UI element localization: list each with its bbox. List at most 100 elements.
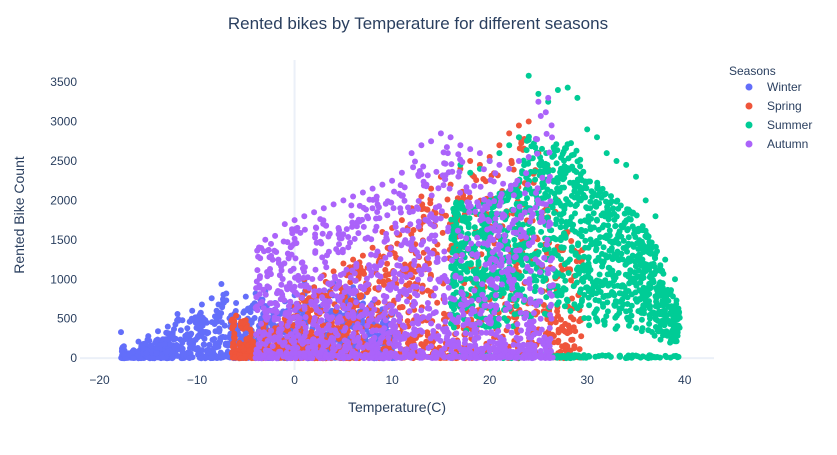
data-point — [418, 341, 424, 347]
data-point — [492, 170, 498, 176]
data-point — [471, 288, 477, 294]
data-point — [494, 211, 500, 217]
data-point — [524, 138, 530, 144]
data-point — [586, 295, 592, 301]
data-point — [586, 288, 592, 294]
data-point — [625, 242, 631, 248]
data-point — [562, 278, 568, 284]
data-point — [443, 213, 449, 219]
data-point — [276, 260, 282, 266]
data-point — [172, 322, 178, 328]
data-point — [465, 246, 471, 252]
data-point — [542, 161, 548, 167]
data-points-layer — [118, 73, 683, 361]
data-point — [558, 237, 564, 243]
data-point — [340, 261, 346, 267]
data-point — [457, 142, 463, 148]
data-point — [175, 311, 181, 317]
data-point — [341, 328, 347, 334]
data-point — [601, 259, 607, 265]
data-point — [672, 316, 678, 322]
data-point — [584, 126, 590, 132]
data-point — [193, 346, 199, 352]
data-point — [187, 355, 193, 361]
data-point — [178, 327, 184, 333]
data-point — [525, 342, 531, 348]
data-point — [218, 281, 224, 287]
data-point — [272, 233, 278, 239]
data-point — [472, 209, 478, 215]
data-point — [578, 197, 584, 203]
data-point — [593, 315, 599, 321]
data-point — [233, 300, 239, 306]
data-point — [547, 290, 553, 296]
data-point — [645, 327, 651, 333]
data-point — [580, 355, 586, 361]
data-point — [568, 238, 574, 244]
data-point — [531, 310, 537, 316]
data-point — [415, 206, 421, 212]
data-point — [601, 222, 607, 228]
data-point — [372, 296, 378, 302]
data-point — [546, 150, 552, 156]
data-point — [577, 346, 583, 352]
data-point — [208, 355, 214, 361]
data-point — [582, 245, 588, 251]
data-point — [384, 212, 390, 218]
data-point — [388, 200, 394, 206]
data-point — [270, 343, 276, 349]
data-point — [593, 290, 599, 296]
data-point — [621, 238, 627, 244]
data-point — [614, 158, 620, 164]
data-point — [536, 161, 542, 167]
data-point — [583, 228, 589, 234]
data-point — [180, 349, 186, 355]
data-point — [410, 284, 416, 290]
data-point — [238, 320, 244, 326]
data-point — [427, 313, 433, 319]
data-point — [586, 254, 592, 260]
data-point — [626, 207, 632, 213]
data-point — [522, 209, 528, 215]
data-point — [348, 202, 354, 208]
data-point — [495, 328, 501, 334]
data-point — [558, 244, 564, 250]
data-point — [414, 292, 420, 298]
data-point — [557, 288, 563, 294]
data-point — [271, 248, 277, 254]
data-point — [506, 142, 512, 148]
data-point — [384, 261, 390, 267]
data-point — [513, 254, 519, 260]
data-point — [434, 300, 440, 306]
data-point — [427, 276, 433, 282]
data-point — [539, 209, 545, 215]
data-point — [303, 314, 309, 320]
data-point — [197, 326, 203, 332]
data-point — [617, 353, 623, 359]
data-point — [518, 215, 524, 221]
data-point — [465, 317, 471, 323]
data-point — [535, 91, 541, 97]
data-point — [566, 270, 572, 276]
data-point — [626, 323, 632, 329]
data-point — [593, 280, 599, 286]
data-point — [496, 316, 502, 322]
data-point — [230, 344, 236, 350]
data-point — [600, 304, 606, 310]
data-point — [389, 178, 395, 184]
data-point — [628, 278, 634, 284]
data-point — [623, 162, 629, 168]
data-point — [358, 284, 364, 290]
data-point — [476, 241, 482, 247]
data-point — [554, 302, 560, 308]
data-point — [629, 291, 635, 297]
data-point — [462, 340, 468, 346]
data-point — [419, 286, 425, 292]
data-point — [568, 308, 574, 314]
data-point — [250, 339, 256, 345]
data-point — [542, 311, 548, 317]
data-point — [582, 238, 588, 244]
data-point — [537, 219, 543, 225]
data-point — [360, 190, 366, 196]
data-point — [396, 318, 402, 324]
